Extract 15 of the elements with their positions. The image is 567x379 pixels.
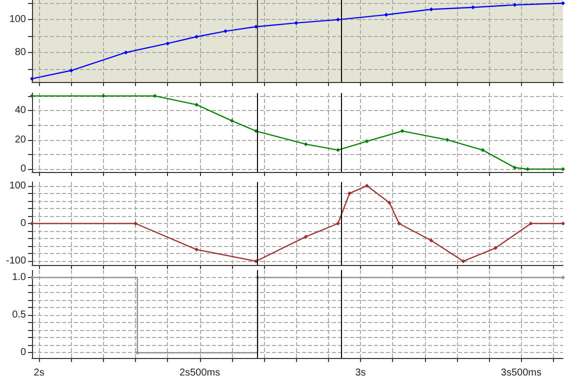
y-tick-label: 0.5 <box>12 310 26 321</box>
y-tick-label: 0 <box>20 347 26 358</box>
x-tick-label: 3s500ms <box>500 368 542 378</box>
y-tick-label: 40 <box>14 105 26 116</box>
x-tick-label: 2s500ms <box>179 368 220 378</box>
y-tick-label: 0 <box>20 218 26 229</box>
y-tick-label: 100 <box>9 180 26 192</box>
y-tick-label: 0 <box>20 164 26 175</box>
y-tick-label: 20 <box>14 134 26 146</box>
y-tick-label: 80 <box>14 46 26 58</box>
y-tick-label: -100 <box>6 256 26 267</box>
x-tick-label: 2s <box>34 368 44 378</box>
y-tick-label: 100 <box>9 14 26 26</box>
y-tick-label: 1.0 <box>12 272 26 284</box>
x-tick-label: 3s <box>355 368 366 378</box>
